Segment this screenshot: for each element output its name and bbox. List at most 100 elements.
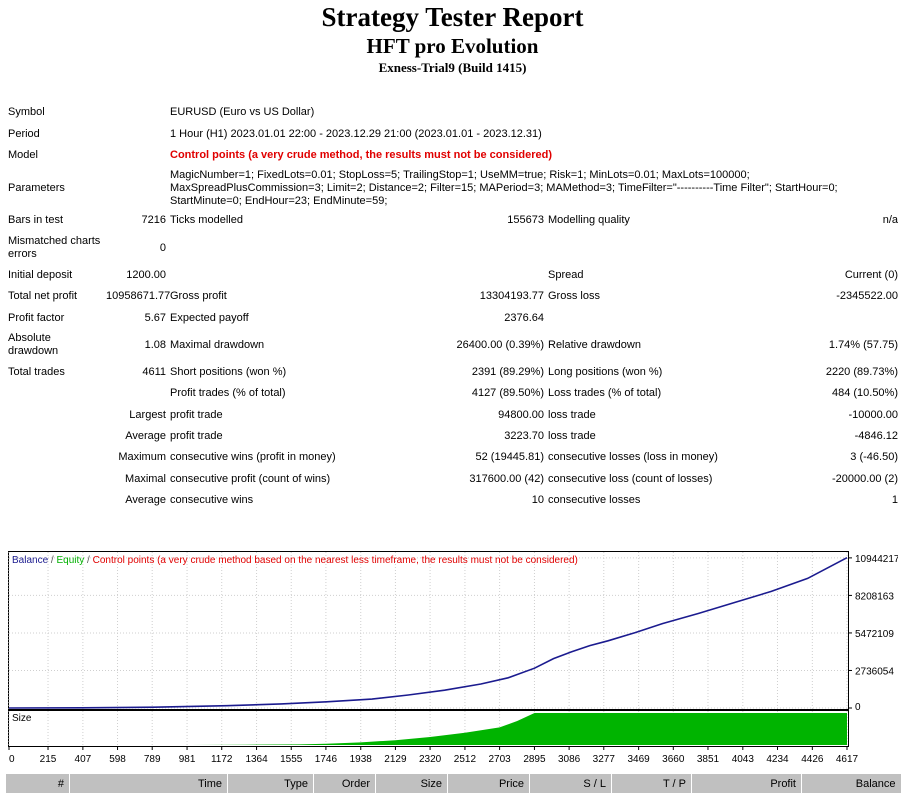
avg-cons-wins-value: 10: [531, 494, 544, 507]
y-axis-ticks: 0 2736054 5472109 8208163 10944217: [848, 554, 898, 711]
avg-cons-losses-label: consecutive losses: [548, 494, 641, 507]
x-tick-label: 1364: [245, 754, 268, 765]
max-cons-losses-label: consecutive losses (loss in money): [548, 451, 718, 464]
largest-profit-value: 94800.00: [498, 408, 544, 421]
column-header: Type: [227, 774, 314, 793]
abs-drawdown-value: 1.08: [144, 338, 166, 351]
parameters-row: Parameters MagicNumber=1; FixedLots=0.01…: [6, 166, 900, 210]
x-tick-label: 1555: [280, 754, 303, 765]
column-header: Profit: [691, 774, 802, 793]
average-profit-value: 3223.70: [504, 430, 544, 443]
deposit-row: Initial deposit 1200.00 Spread Current (…: [6, 265, 900, 286]
avg-cons-row: Average consecutive wins 10 consecutive …: [6, 490, 900, 511]
x-tick-label: 3086: [558, 754, 581, 765]
profit-trades-label: Profit trades (% of total): [170, 387, 286, 400]
x-tick-label: 3660: [662, 754, 685, 765]
maximal-row: Maximal consecutive profit (count of win…: [6, 469, 900, 490]
ticks-value: 155673: [507, 214, 544, 227]
size-label: Size: [12, 713, 32, 724]
long-value: 2220 (89.73%): [825, 365, 898, 378]
x-tick-label: 2895: [523, 754, 546, 765]
maximal-cons-loss-label: consecutive loss (count of losses): [548, 472, 713, 485]
avg-label: Average: [125, 494, 166, 507]
chart-grid: [8, 552, 848, 709]
x-tick-label: 215: [40, 754, 57, 765]
x-tick-label: 3469: [628, 754, 651, 765]
profit-factor-row: Profit factor 5.67 Expected payoff 2376.…: [6, 307, 900, 328]
expected-payoff-label: Expected payoff: [170, 311, 249, 324]
maximal-cons-profit-value: 317600.00 (42): [469, 472, 544, 485]
profit-trades-row: Profit trades (% of total) 4127 (89.50%)…: [6, 383, 900, 404]
gross-profit-label: Gross profit: [170, 290, 227, 303]
column-header: S / L: [529, 774, 612, 793]
chart-legend: Balance / Equity / Control points (a ver…: [12, 555, 578, 566]
x-tick-label: 4234: [766, 754, 789, 765]
short-value: 2391 (89.29%): [471, 365, 544, 378]
mismatched-row: Mismatched charts errors 0: [6, 232, 900, 265]
period-row: Period 1 Hour (H1) 2023.01.01 22:00 - 20…: [6, 123, 900, 144]
y-tick-label: 8208163: [855, 591, 894, 602]
mismatched-label: Mismatched charts errors: [8, 235, 101, 261]
rel-drawdown-label: Relative drawdown: [548, 338, 641, 351]
max-drawdown-value: 26400.00 (0.39%): [456, 338, 544, 351]
net-profit-label: Total net profit: [8, 290, 78, 303]
drawdown-row: Absolute drawdown 1.08 Maximal drawdown …: [6, 329, 900, 362]
x-tick-label: 407: [75, 754, 92, 765]
max-cons-wins-label: consecutive wins (profit in money): [170, 451, 336, 464]
average-loss-value: -4846.12: [854, 430, 898, 443]
x-tick-label: 4617: [836, 754, 859, 765]
x-tick-label: 1746: [315, 754, 338, 765]
max-cons-wins-value: 52 (19445.81): [475, 451, 545, 464]
max-cons-losses-value: 3 (-46.50): [850, 451, 898, 464]
parameters-value: MagicNumber=1; FixedLots=0.01; StopLoss=…: [170, 168, 838, 207]
x-tick-label: 2320: [419, 754, 442, 765]
y-tick-label: 2736054: [855, 666, 894, 677]
x-tick-label: 2129: [384, 754, 407, 765]
legend-balance: Balance: [12, 555, 49, 566]
quality-value: n/a: [882, 214, 898, 227]
maximum-row: Maximum consecutive wins (profit in mone…: [6, 447, 900, 468]
legend-separator-2: /: [84, 555, 92, 566]
gross-loss-label: Gross loss: [548, 290, 600, 303]
column-header: Balance: [801, 774, 901, 793]
total-trades-row: Total trades 4611 Short positions (won %…: [6, 362, 900, 383]
legend-equity: Equity: [56, 555, 84, 566]
largest-label: Largest: [129, 408, 166, 421]
server-build: Exness-Trial9 (Build 1415): [378, 60, 527, 75]
avg-cons-wins-label: consecutive wins: [170, 494, 254, 507]
column-header: Time: [69, 774, 228, 793]
y-tick-label: 5472109: [855, 629, 894, 640]
average-row: Average profit trade 3223.70 loss trade …: [6, 426, 900, 447]
x-tick-label: 2512: [454, 754, 477, 765]
symbol-value: EURUSD (Euro vs US Dollar): [170, 106, 315, 119]
model-row: Model Control points (a very crude metho…: [6, 145, 900, 166]
long-label: Long positions (won %): [548, 365, 663, 378]
size-chart: Size 0 215 407 598 789 981 1172 1364 1555 1746 193…: [8, 710, 859, 765]
x-tick-label: 4426: [801, 754, 824, 765]
spread-value: Current (0): [844, 268, 898, 281]
chart-frame: [8, 551, 849, 710]
report-table: Symbol EURUSD (Euro vs US Dollar) Period…: [6, 102, 900, 511]
maximal-label: Maximal: [125, 472, 166, 485]
x-tick-label: 1938: [350, 754, 373, 765]
x-tick-label: 2703: [488, 754, 511, 765]
quality-label: Modelling quality: [548, 214, 630, 227]
initial-deposit-label: Initial deposit: [8, 268, 73, 281]
legend-separator-1: /: [48, 555, 56, 566]
x-tick-label: 4043: [732, 754, 755, 765]
x-tick-label: 789: [144, 754, 161, 765]
ticks-label: Ticks modelled: [170, 214, 243, 227]
largest-loss-value: -10000.00: [848, 408, 898, 421]
balance-line: [8, 556, 848, 709]
rel-drawdown-value: 1.74% (57.75): [828, 338, 898, 351]
parameters-label: Parameters: [8, 181, 65, 194]
period-label: Period: [8, 127, 40, 140]
x-tick-label: 3277: [593, 754, 616, 765]
avg-cons-losses-value: 1: [891, 494, 898, 507]
x-axis-ticks: 0 215 407 598 789 981 1172 1364 1555 1746 1938 2129…: [8, 746, 859, 765]
max-drawdown-label: Maximal drawdown: [170, 338, 265, 351]
maximal-cons-profit-label: consecutive profit (count of wins): [170, 472, 331, 485]
x-tick-label: 981: [179, 754, 196, 765]
profit-factor-label: Profit factor: [8, 311, 65, 324]
